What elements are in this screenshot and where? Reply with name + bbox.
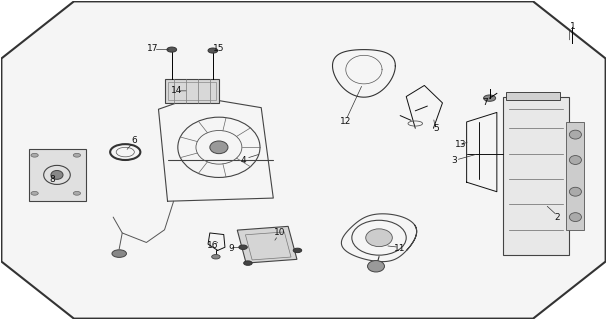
Bar xyxy=(164,79,219,103)
Text: 3: 3 xyxy=(452,156,458,164)
Ellipse shape xyxy=(569,130,582,139)
Text: 4: 4 xyxy=(240,156,246,164)
Ellipse shape xyxy=(212,254,220,259)
Bar xyxy=(503,97,569,255)
Bar xyxy=(237,226,297,263)
Text: 14: 14 xyxy=(171,86,182,95)
Ellipse shape xyxy=(167,47,177,52)
Ellipse shape xyxy=(366,229,392,247)
Ellipse shape xyxy=(73,191,81,195)
Text: 16: 16 xyxy=(207,241,219,250)
Bar xyxy=(245,232,291,260)
Bar xyxy=(29,149,86,201)
Ellipse shape xyxy=(239,245,247,250)
Ellipse shape xyxy=(210,141,228,154)
Ellipse shape xyxy=(208,48,218,53)
Text: 11: 11 xyxy=(395,244,406,253)
Ellipse shape xyxy=(569,187,582,196)
Ellipse shape xyxy=(73,153,81,157)
Text: 9: 9 xyxy=(228,244,234,253)
Ellipse shape xyxy=(31,191,38,195)
Text: 6: 6 xyxy=(132,136,137,146)
Text: 10: 10 xyxy=(274,228,285,237)
Ellipse shape xyxy=(569,156,582,164)
Text: 8: 8 xyxy=(50,174,56,184)
Text: 1: 1 xyxy=(569,22,575,31)
Text: 5: 5 xyxy=(433,124,439,133)
Ellipse shape xyxy=(243,261,252,265)
Ellipse shape xyxy=(368,260,384,272)
Text: 12: 12 xyxy=(340,117,351,126)
Ellipse shape xyxy=(484,95,496,101)
Text: 17: 17 xyxy=(147,44,158,53)
Text: 7: 7 xyxy=(482,99,487,108)
Ellipse shape xyxy=(112,250,126,257)
Bar xyxy=(506,92,560,100)
Ellipse shape xyxy=(31,153,38,157)
Bar xyxy=(168,82,216,100)
Text: 13: 13 xyxy=(455,140,466,148)
Text: 15: 15 xyxy=(213,44,225,53)
Ellipse shape xyxy=(293,248,302,252)
Ellipse shape xyxy=(569,213,582,221)
Ellipse shape xyxy=(51,171,63,179)
Text: 2: 2 xyxy=(554,212,560,222)
Bar xyxy=(566,122,585,230)
